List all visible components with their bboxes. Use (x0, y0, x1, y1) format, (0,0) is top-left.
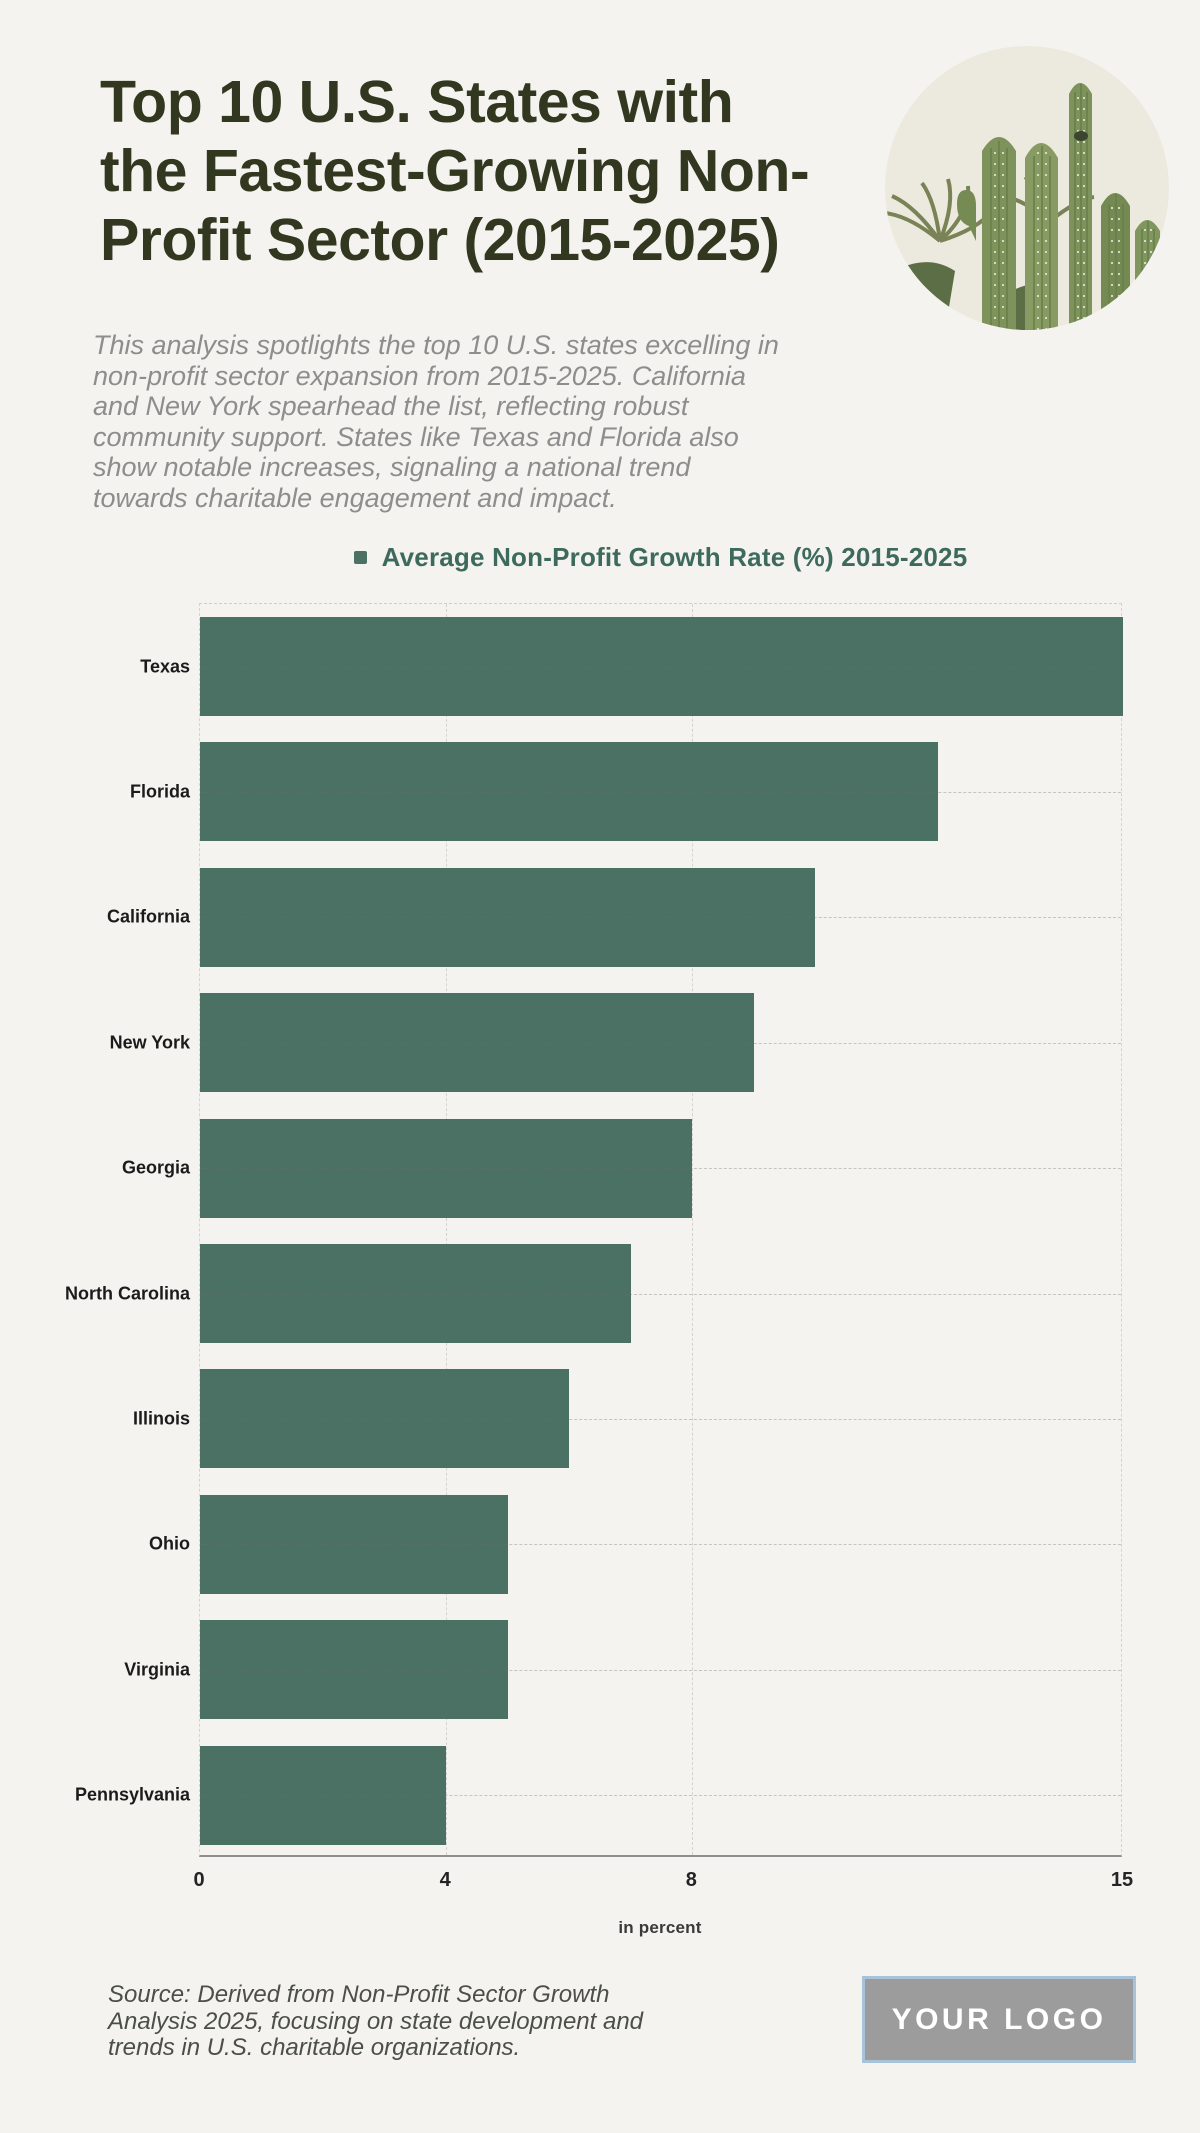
horizontal-gridline (200, 666, 1121, 668)
vertical-gridline (692, 604, 694, 1855)
bar-virginia (200, 1620, 508, 1720)
horizontal-gridline (200, 792, 1121, 794)
bar-north-carolina (200, 1244, 631, 1343)
bar-row: Ohio (149, 1482, 1121, 1607)
logo-text: YOUR LOGO (891, 2002, 1107, 2036)
x-tick-label: 8 (685, 1869, 697, 1891)
category-label: Illinois (132, 1408, 190, 1429)
horizontal-gridline (200, 1669, 1121, 1671)
category-label: Texas (140, 656, 190, 677)
horizontal-gridline (200, 1293, 1121, 1295)
page-title-line-3: Profit Sector (2015-2025) (100, 207, 780, 273)
x-tick-label: 4 (439, 1869, 451, 1891)
category-label: California (106, 906, 190, 927)
bar-row: New York (110, 980, 1121, 1105)
page-title: Top 10 U.S. States with the Fastest-Grow… (100, 68, 900, 275)
page-title-line-2: the Fastest-Growing Non- (100, 138, 810, 204)
x-tick-label: 15 (1110, 1869, 1134, 1891)
bar-row: Texas (140, 604, 1123, 729)
x-axis-ticks: 0 4 8 15 (0, 1869, 1200, 1895)
category-label: Florida (129, 781, 190, 802)
bar-row: Georgia (122, 1106, 1121, 1231)
bar-row: North Carolina (65, 1231, 1121, 1356)
horizontal-gridline (200, 1168, 1121, 1170)
bar-row: California (107, 855, 1121, 980)
bar-new-york (200, 993, 754, 1093)
horizontal-gridline (200, 1544, 1121, 1546)
category-label: Virginia (124, 1659, 190, 1680)
vertical-gridline (446, 604, 448, 1855)
horizontal-gridline (200, 917, 1121, 919)
category-label: New York (109, 1032, 190, 1053)
category-label: North Carolina (64, 1283, 190, 1304)
horizontal-gridline (200, 1042, 1121, 1044)
bar-illinois (200, 1369, 570, 1469)
bar-row: Illinois (133, 1356, 1121, 1481)
horizontal-gridline (200, 1795, 1121, 1797)
category-label: Ohio (149, 1533, 190, 1554)
horizontal-gridline (200, 1419, 1121, 1421)
bar-row: Pennsylvania (75, 1733, 1121, 1858)
page-title-line-1: Top 10 U.S. States with (100, 69, 734, 135)
chart-legend: Average Non-Profit Growth Rate (%) 2015-… (199, 540, 1122, 574)
cactus-photo (885, 46, 1169, 330)
category-label: Georgia (121, 1157, 190, 1178)
bar-california (200, 867, 816, 967)
bar-ohio (200, 1494, 508, 1594)
bar-row: Virginia (124, 1607, 1121, 1732)
x-tick-label: 0 (193, 1869, 205, 1891)
source-note: Source: Derived from Non-Profit Sector G… (108, 1981, 644, 2061)
x-axis-title: in percent (618, 1918, 702, 1937)
plot-area: Texas Florida California New York Georgia Nor… (65, 603, 1123, 1858)
bar-texas (200, 617, 1123, 716)
legend-swatch-icon (353, 550, 367, 564)
legend-label: Average Non-Profit Growth Rate (%) 2015-… (381, 541, 968, 572)
category-label: Pennsylvania (74, 1784, 190, 1805)
bar-georgia (200, 1118, 693, 1218)
bar-pennsylvania (200, 1745, 447, 1845)
logo-placeholder: YOUR LOGO (862, 1976, 1136, 2063)
bar-florida (200, 742, 939, 842)
bar-row: Florida (130, 729, 1121, 854)
intro-paragraph: This analysis spotlights the top 10 U.S.… (93, 330, 779, 513)
cactus-illustration (885, 46, 1169, 330)
